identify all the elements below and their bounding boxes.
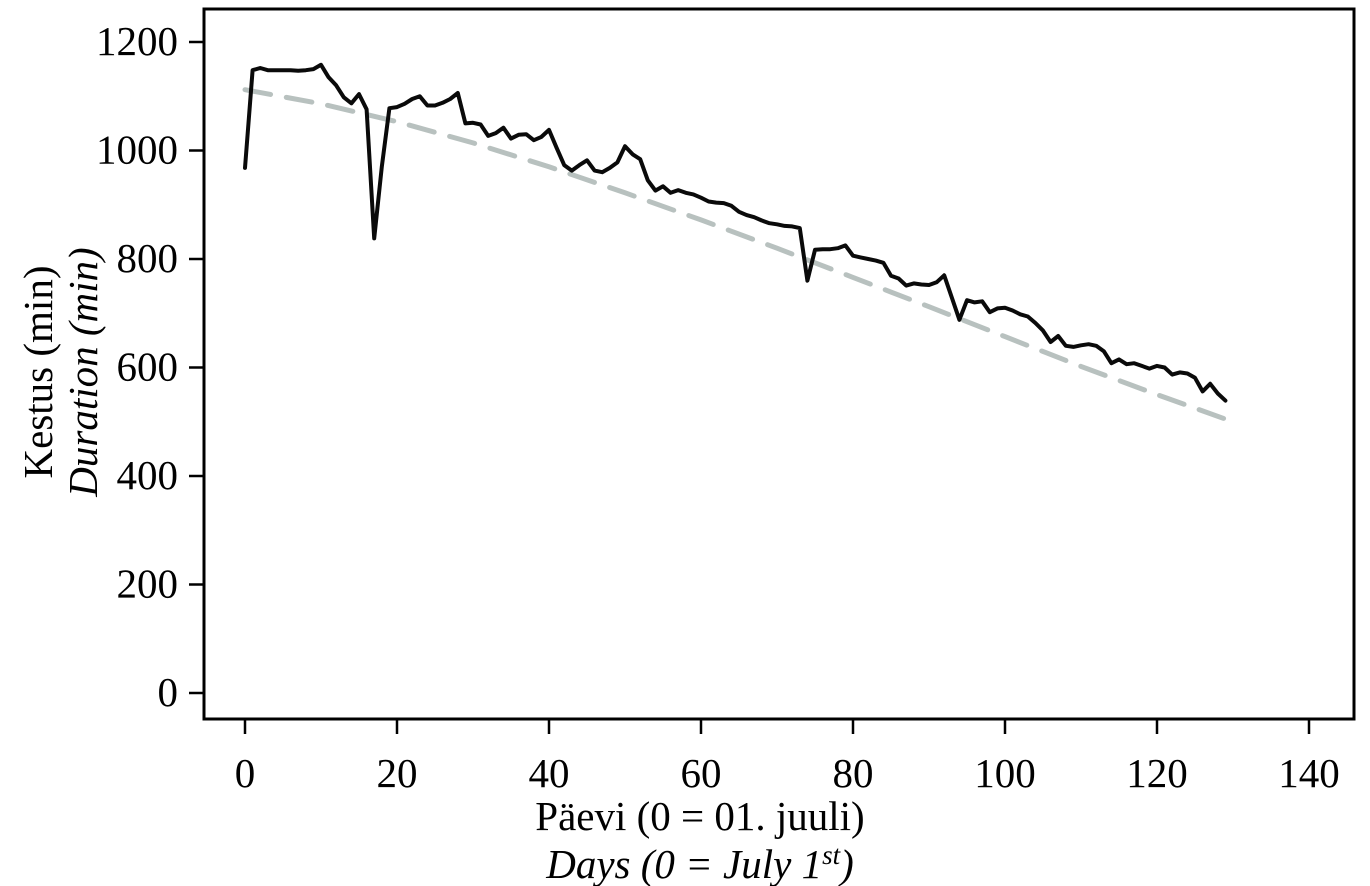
y-tick-label: 400 [117,452,179,498]
x-tick-label: 20 [377,750,418,796]
x-tick-label: 40 [529,750,570,796]
y-axis-title-en: Duration (min) [60,247,106,497]
x-axis-title-en-close: ) [838,841,854,886]
x-axis-title-et: Päevi (0 = 01. juuli) [535,793,864,839]
y-tick-label: 200 [117,561,179,607]
y-axis-ticks: 0 200 400 600 800 1000 1200 [96,18,204,715]
x-tick-label: 60 [681,750,722,796]
observed-line [243,62,1228,403]
y-axis-title-et: Kestus (min) [15,266,61,479]
y-tick-label: 0 [158,669,179,715]
x-tick-label: 120 [1126,750,1188,796]
y-tick-label: 1200 [96,18,178,64]
x-axis-title-en-superscript: st [822,840,842,870]
x-tick-label: 80 [833,750,874,796]
x-axis-ticks: 0 20 40 60 80 100 120 140 [235,719,1340,796]
y-tick-label: 1000 [96,127,178,173]
y-tick-label: 800 [117,235,179,281]
x-axis-title-en-text: Days (0 = July 1 [545,841,822,886]
y-tick-label: 600 [117,344,179,390]
x-axis-title-en: Days (0 = July 1st) [545,840,854,886]
x-tick-label: 0 [235,750,256,796]
x-tick-label: 100 [974,750,1036,796]
trend-line [242,87,1236,425]
x-tick-label: 140 [1278,750,1340,796]
plot-area-border [202,7,1356,721]
